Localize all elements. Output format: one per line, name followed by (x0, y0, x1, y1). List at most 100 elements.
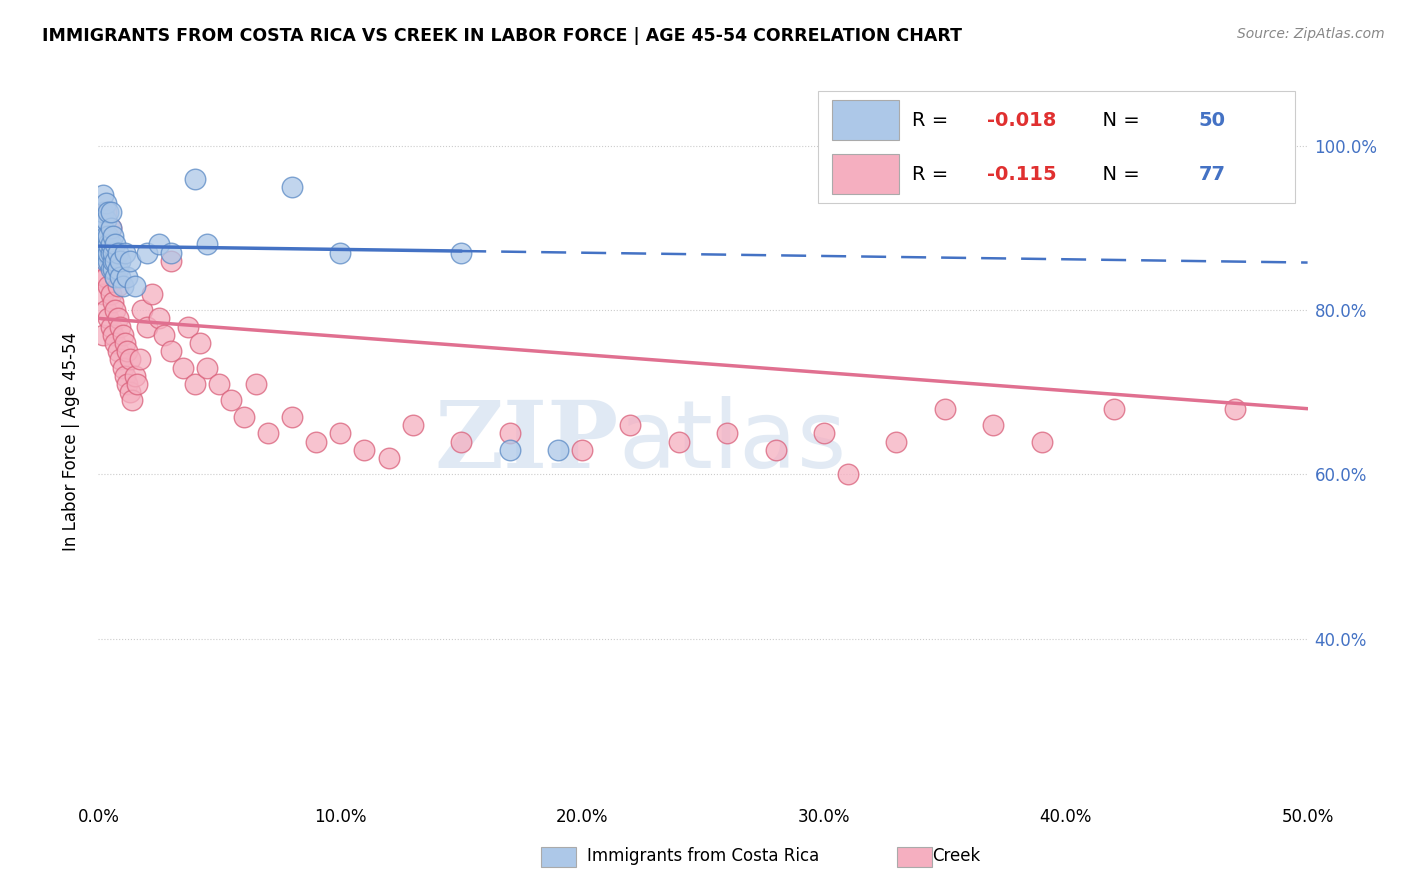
Point (101, 295, 124, 310)
Point (117, 377, 139, 392)
Point (104, 270, 127, 285)
Point (101, 262, 124, 277)
Point (114, 336, 136, 351)
Point (94, 196, 117, 211)
Point (118, 385, 141, 400)
Point (107, 245, 129, 260)
Text: N =: N = (1090, 165, 1146, 184)
Text: R =: R = (912, 111, 955, 129)
Point (121, 393, 143, 408)
Point (1031, 434, 1053, 449)
Point (450, 434, 472, 449)
Point (305, 434, 328, 449)
Point (195, 360, 218, 375)
Point (90, 245, 112, 260)
Point (377, 450, 399, 465)
Point (94, 212, 117, 227)
FancyBboxPatch shape (818, 91, 1295, 203)
Point (97, 311, 120, 326)
Point (208, 377, 231, 392)
Point (97, 229, 120, 244)
Point (91, 253, 114, 268)
Point (94, 245, 117, 260)
Point (160, 245, 183, 260)
Point (135, 319, 157, 334)
Text: -0.018: -0.018 (987, 111, 1056, 129)
Point (127, 377, 149, 392)
Point (547, 442, 569, 457)
Point (111, 360, 134, 375)
Point (104, 303, 127, 318)
Point (152, 327, 174, 342)
Point (100, 204, 122, 219)
Point (101, 229, 124, 244)
Point (94, 229, 117, 244)
Point (141, 286, 163, 301)
Text: atlas: atlas (619, 395, 846, 488)
Point (329, 245, 352, 260)
Point (114, 245, 136, 260)
Point (981, 418, 1004, 433)
Point (91, 245, 114, 260)
Point (90, 229, 112, 244)
Point (94, 237, 117, 252)
Point (934, 401, 956, 416)
Text: 50: 50 (1199, 111, 1226, 129)
Point (91, 237, 114, 252)
Point (124, 368, 146, 383)
Point (100, 245, 122, 260)
Point (91, 286, 114, 301)
Point (245, 377, 267, 392)
Point (97, 245, 120, 260)
Point (128, 352, 150, 367)
Text: R =: R = (912, 165, 955, 184)
Point (90, 270, 112, 285)
Point (160, 344, 183, 359)
Text: IMMIGRANTS FROM COSTA RICA VS CREEK IN LABOR FORCE | AGE 45-54 CORRELATION CHART: IMMIGRANTS FROM COSTA RICA VS CREEK IN L… (42, 27, 962, 45)
Point (107, 344, 129, 359)
Point (402, 418, 425, 433)
Point (91, 221, 114, 235)
Point (101, 262, 124, 277)
Point (100, 319, 122, 334)
Point (117, 344, 139, 359)
Point (668, 434, 690, 449)
Point (91, 188, 114, 202)
FancyBboxPatch shape (832, 100, 898, 140)
Point (148, 311, 170, 326)
Point (117, 270, 139, 285)
Point (498, 442, 520, 457)
Point (97, 278, 120, 293)
Point (101, 245, 124, 260)
Point (184, 171, 207, 186)
Text: N =: N = (1090, 111, 1146, 129)
Point (108, 319, 131, 334)
Point (886, 434, 908, 449)
Point (97, 237, 120, 252)
Point (108, 270, 131, 285)
Point (100, 221, 122, 235)
Text: 77: 77 (1199, 165, 1226, 184)
Text: -0.115: -0.115 (987, 165, 1057, 184)
Point (131, 303, 153, 318)
Point (450, 245, 472, 260)
Point (1223, 401, 1246, 416)
Point (94, 237, 117, 252)
Point (97, 204, 120, 219)
Text: ZIP: ZIP (434, 397, 619, 486)
Point (281, 409, 304, 424)
Point (221, 393, 243, 408)
Point (765, 442, 787, 457)
Point (172, 360, 194, 375)
Point (837, 467, 859, 482)
Point (94, 303, 117, 318)
Point (160, 253, 183, 268)
Point (111, 327, 134, 342)
Point (94, 253, 117, 268)
Text: Creek: Creek (932, 847, 980, 865)
Point (91, 327, 114, 342)
Point (256, 426, 278, 441)
Point (107, 278, 129, 293)
Point (104, 253, 127, 268)
Point (188, 336, 211, 351)
